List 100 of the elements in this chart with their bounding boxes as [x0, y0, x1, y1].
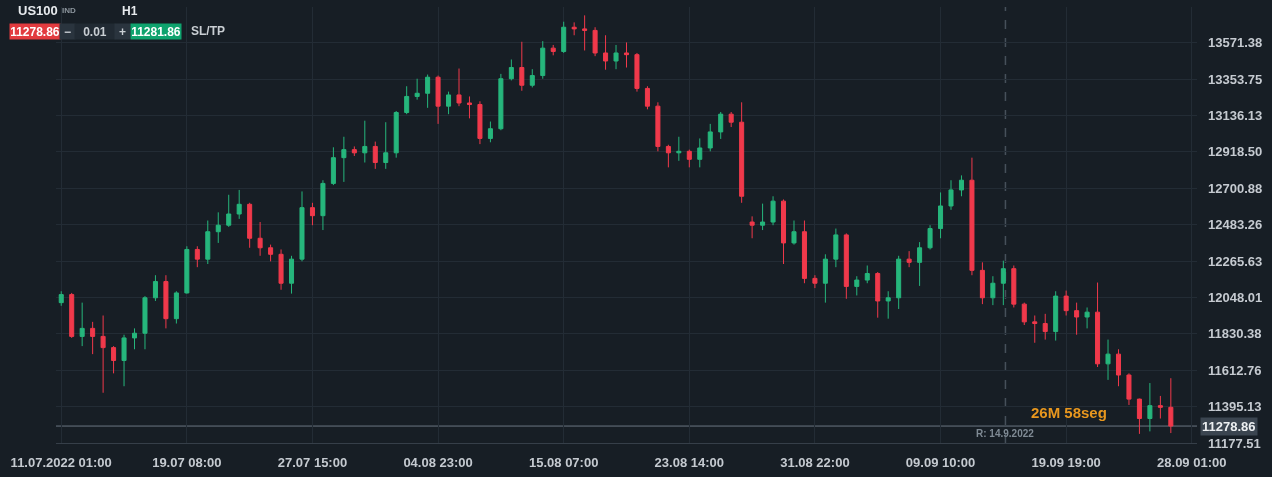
candlestick	[634, 52, 640, 93]
candlestick	[215, 211, 221, 244]
candlestick	[739, 101, 745, 204]
candlestick	[299, 190, 305, 262]
candlestick	[173, 290, 179, 325]
candlestick	[414, 78, 420, 101]
candlestick	[1126, 372, 1132, 406]
candlestick	[498, 73, 504, 131]
candlestick	[362, 120, 368, 164]
annotation: 11281.86	[131, 24, 181, 39]
candlestick	[111, 345, 117, 374]
candlestick	[864, 265, 870, 284]
candlestick	[1095, 282, 1101, 368]
y-tick-label: 12048.01	[1208, 289, 1263, 305]
candlestick	[665, 144, 671, 168]
candlestick	[749, 215, 755, 239]
candlestick	[760, 203, 766, 231]
candlestick	[979, 261, 985, 305]
candlestick	[592, 26, 598, 57]
y-tick-label: 12918.50	[1208, 144, 1263, 160]
candlestick	[843, 232, 849, 300]
candlestick	[603, 34, 609, 71]
candlestick	[1136, 398, 1142, 435]
annotation: US100	[18, 3, 58, 18]
candlestick	[1074, 302, 1080, 336]
candlestick	[707, 123, 713, 152]
candlestick	[508, 59, 514, 81]
candlestick	[1168, 377, 1174, 434]
candlestick	[320, 179, 326, 231]
candlestick	[958, 174, 964, 197]
candlestick	[990, 275, 996, 306]
y-tick-label: 11395.13	[1208, 399, 1262, 415]
candlestick	[927, 224, 933, 250]
candlestick	[446, 91, 452, 115]
ref-line-label: 11278.86	[1202, 419, 1256, 434]
x-tick-label: 04.08 23:00	[403, 454, 473, 470]
x-tick-label: 09.09 10:00	[905, 454, 976, 470]
y-tick-label: 13571.38	[1208, 35, 1263, 51]
annotation: 0.01	[83, 24, 107, 39]
candlestick	[487, 121, 493, 143]
candlestick	[1115, 348, 1122, 387]
y-tick-label: 11830.38	[1208, 326, 1262, 342]
candlestick	[781, 198, 787, 265]
annotation: R: 14.9.2022	[976, 428, 1035, 439]
x-tick-label: 19.07 08:00	[152, 454, 222, 470]
candlestick	[257, 221, 263, 257]
candlestick	[875, 271, 881, 319]
y-tick-label: 13136.13	[1208, 108, 1263, 124]
candlestick	[69, 292, 75, 339]
candlestick	[383, 121, 389, 170]
candlestick	[194, 245, 200, 268]
x-tick-label: 28.09 01:00	[1157, 454, 1227, 470]
candlestick	[906, 250, 912, 268]
candlestick	[1021, 302, 1027, 326]
candlestick	[686, 149, 692, 168]
candlestick	[948, 179, 954, 211]
candlestick	[456, 68, 462, 107]
candlestick	[917, 241, 923, 287]
candlestick	[142, 295, 148, 350]
candlestick	[969, 157, 975, 276]
candlestick	[854, 275, 860, 296]
candlestick	[623, 41, 630, 69]
candlestick	[247, 202, 253, 249]
annotation: IND	[62, 6, 76, 15]
y-tick-label: 13353.75	[1208, 71, 1263, 87]
candlestick	[163, 274, 169, 329]
candlestick	[330, 146, 336, 186]
candlestick	[1042, 313, 1048, 341]
annotation: 26M 58seg	[1031, 404, 1107, 421]
annotation: −	[63, 24, 72, 39]
candlestick	[1053, 290, 1059, 342]
candlestick	[1084, 306, 1090, 329]
candlestick	[226, 194, 232, 228]
candlestick	[289, 255, 295, 295]
candlestick	[896, 255, 902, 310]
x-tick-label: 11.07.2022 01:00	[10, 454, 112, 470]
candlestick	[529, 68, 535, 88]
candlestick	[550, 44, 556, 56]
candlestick	[885, 290, 891, 320]
x-tick-label: 19.09 19:00	[1031, 454, 1101, 470]
candlestick	[791, 220, 797, 246]
candlestick	[938, 191, 944, 239]
candlestick	[1011, 265, 1017, 308]
x-tick-label: 15.08 07:00	[528, 454, 599, 470]
candlestick	[728, 111, 734, 128]
annotation: +	[118, 24, 127, 39]
annotation: SL/TP	[191, 24, 226, 38]
candlestick	[341, 136, 347, 183]
candlestick	[770, 195, 776, 226]
annotation: H1	[122, 4, 138, 18]
candlestick	[718, 111, 724, 140]
candlestick	[1063, 290, 1069, 316]
candlestick	[90, 321, 96, 355]
candlestick	[435, 75, 441, 125]
candlestick	[1032, 315, 1038, 344]
candlestick	[697, 137, 703, 168]
annotation: 11278.86	[10, 24, 60, 39]
candlestick	[278, 248, 284, 291]
candlestick	[205, 220, 211, 265]
candlestick	[236, 189, 242, 220]
